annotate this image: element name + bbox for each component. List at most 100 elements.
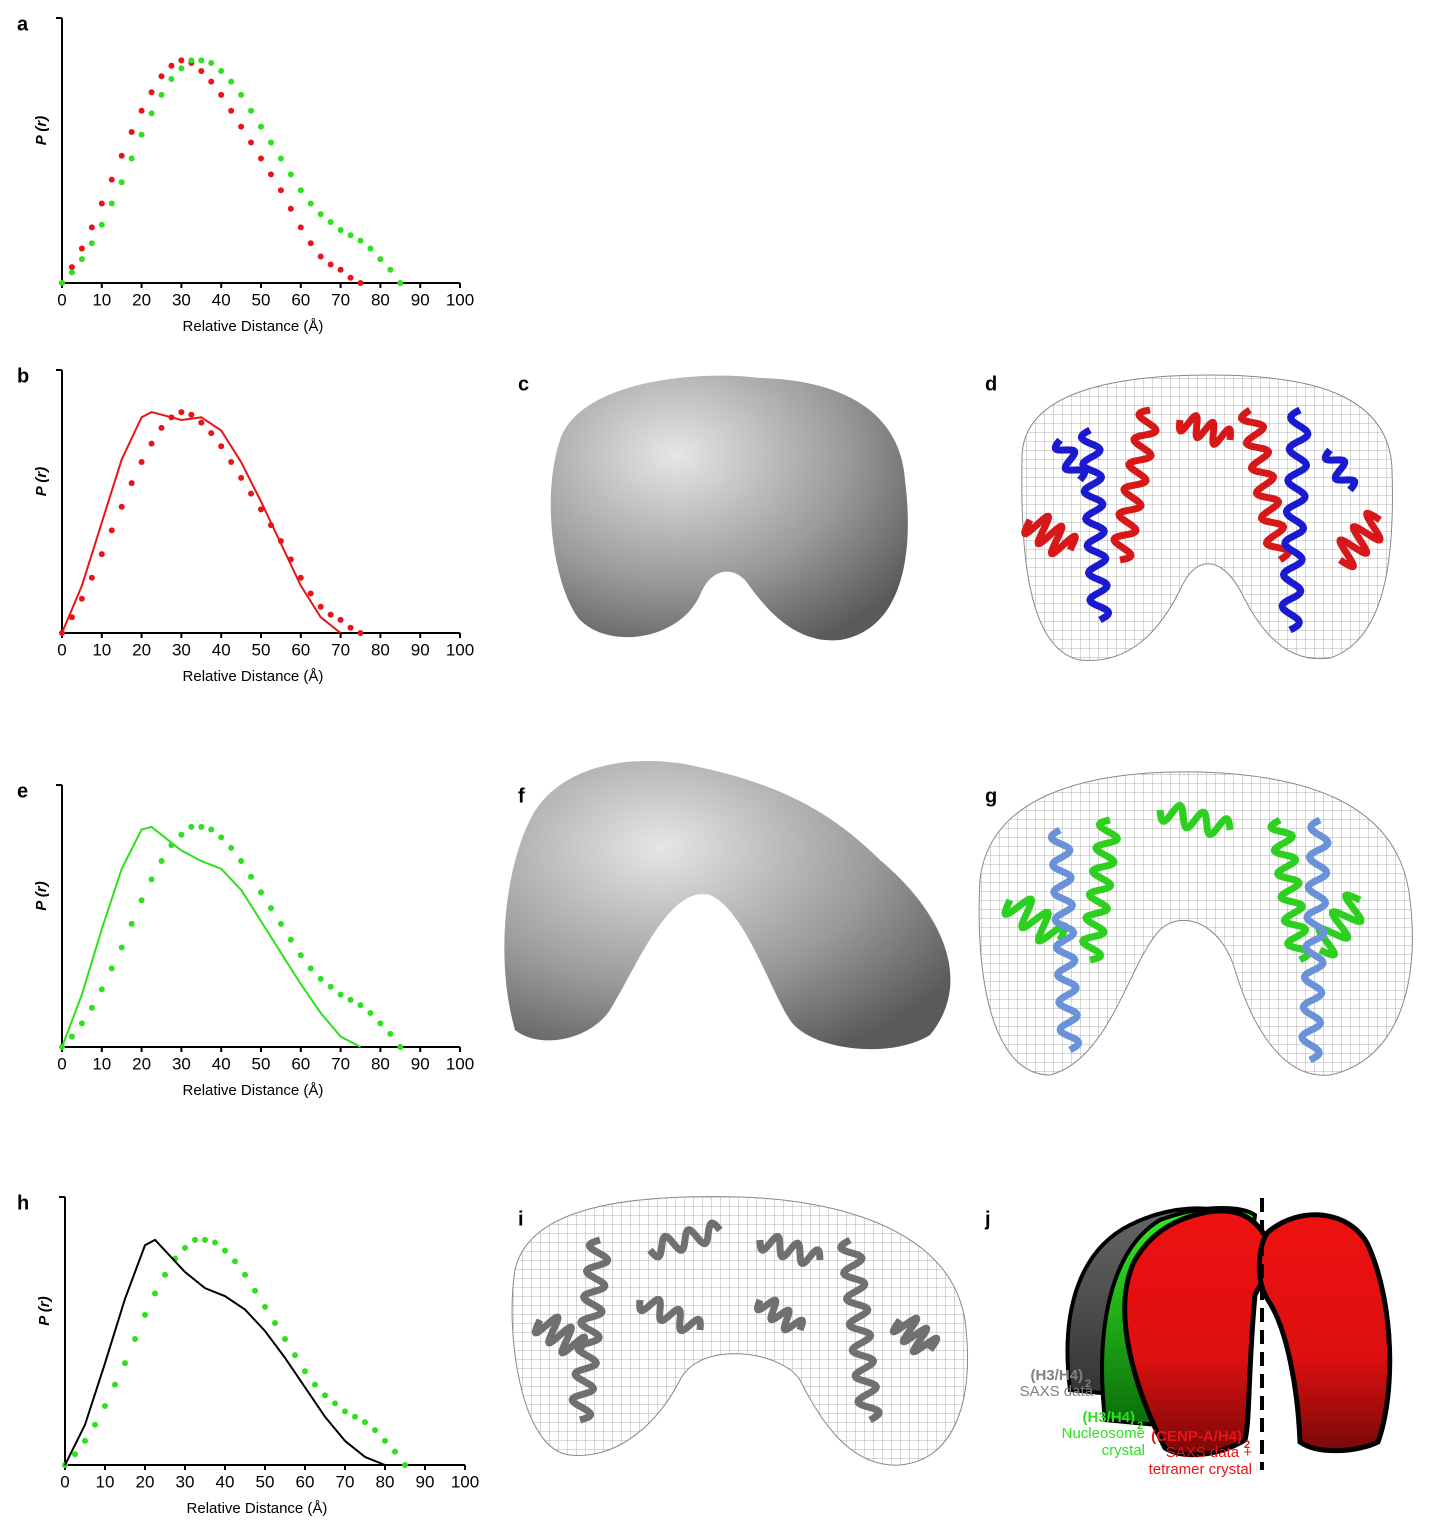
- x-axis-label: Relative Distance (Å): [183, 668, 324, 685]
- data-point: [358, 238, 364, 244]
- data-point: [178, 57, 184, 63]
- data-point: [129, 480, 135, 486]
- data-point: [198, 824, 204, 830]
- data-point: [99, 222, 105, 228]
- data-point: [222, 1248, 228, 1254]
- x-tick-label: 20: [132, 1054, 151, 1073]
- data-point: [69, 264, 75, 270]
- data-point: [89, 240, 95, 246]
- data-point: [328, 219, 334, 225]
- data-point: [372, 1427, 378, 1433]
- x-tick-label: 40: [212, 640, 231, 659]
- schematic-label-line: SAXS data +: [1166, 1444, 1253, 1461]
- y-axis-label: P (r): [33, 881, 50, 910]
- data-point: [352, 1414, 358, 1420]
- data-point: [228, 459, 234, 465]
- data-point: [318, 254, 324, 260]
- data-point: [69, 269, 75, 275]
- data-point: [218, 68, 224, 74]
- data-point: [188, 412, 194, 418]
- data-point: [238, 124, 244, 130]
- data-point: [348, 625, 354, 631]
- x-tick-label: 80: [371, 640, 390, 659]
- data-point: [112, 1382, 118, 1388]
- data-point: [208, 60, 214, 66]
- x-tick-label: 70: [331, 290, 350, 309]
- data-point: [288, 937, 294, 943]
- data-point: [402, 1462, 408, 1468]
- data-point: [139, 108, 145, 114]
- data-point: [238, 92, 244, 98]
- panel-label: d: [985, 373, 997, 395]
- data-point: [228, 845, 234, 851]
- data-point: [109, 965, 115, 971]
- data-point: [328, 261, 334, 267]
- data-point: [308, 240, 314, 246]
- data-point: [238, 858, 244, 864]
- data-point: [348, 997, 354, 1003]
- data-point: [248, 108, 254, 114]
- schematic-label-line: tetramer crystal: [1149, 1461, 1252, 1478]
- data-point: [82, 1438, 88, 1444]
- data-point: [198, 57, 204, 63]
- schematic-label-name: (H3/H4): [1030, 1367, 1083, 1384]
- data-point: [238, 475, 244, 481]
- x-tick-label: 70: [336, 1472, 355, 1491]
- data-point: [182, 1245, 188, 1251]
- data-point: [119, 504, 125, 510]
- data-point: [119, 944, 125, 950]
- data-point: [298, 187, 304, 193]
- data-point: [298, 224, 304, 230]
- x-tick-label: 0: [57, 640, 66, 659]
- data-point: [367, 246, 373, 252]
- x-axis-label: Relative Distance (Å): [183, 318, 324, 335]
- schematic-label-name: (H3/H4): [1082, 1409, 1135, 1426]
- data-point: [129, 155, 135, 161]
- data-line: [65, 1240, 385, 1465]
- data-point: [268, 140, 274, 146]
- data-point: [282, 1336, 288, 1342]
- data-point: [242, 1272, 248, 1278]
- data-point: [308, 591, 314, 597]
- data-point: [377, 256, 383, 262]
- data-point: [382, 1438, 388, 1444]
- data-point: [302, 1368, 308, 1374]
- x-tick-label: 90: [411, 290, 430, 309]
- y-axis-label: P (r): [36, 1296, 53, 1325]
- data-point: [102, 1403, 108, 1409]
- x-tick-label: 40: [212, 290, 231, 309]
- data-point: [89, 575, 95, 581]
- data-point: [232, 1258, 238, 1264]
- data-point: [122, 1360, 128, 1366]
- panel-label: e: [17, 780, 28, 802]
- data-point: [258, 889, 264, 895]
- schematic-label-line: crystal: [1102, 1442, 1145, 1459]
- data-point: [159, 858, 165, 864]
- panel-label: b: [17, 365, 29, 387]
- data-point: [208, 430, 214, 436]
- data-point: [109, 201, 115, 207]
- x-tick-label: 100: [446, 290, 474, 309]
- x-tick-label: 30: [172, 1054, 191, 1073]
- data-line: [62, 827, 361, 1047]
- data-point: [252, 1288, 258, 1294]
- data-point: [392, 1449, 398, 1455]
- panel-label: h: [17, 1192, 29, 1214]
- data-point: [129, 921, 135, 927]
- x-tick-label: 0: [57, 290, 66, 309]
- data-point: [338, 267, 344, 273]
- data-point: [397, 280, 403, 286]
- data-point: [119, 153, 125, 159]
- x-tick-label: 20: [132, 640, 151, 659]
- x-tick-label: 80: [371, 290, 390, 309]
- data-point: [178, 832, 184, 838]
- data-point: [208, 827, 214, 833]
- x-tick-label: 50: [252, 1054, 271, 1073]
- data-point: [99, 986, 105, 992]
- data-point: [248, 874, 254, 880]
- x-tick-label: 90: [411, 640, 430, 659]
- data-point: [198, 420, 204, 426]
- panel-label: i: [518, 1208, 524, 1230]
- schematic-label-line: Nucleosome: [1062, 1425, 1145, 1442]
- surface-c: [551, 376, 908, 641]
